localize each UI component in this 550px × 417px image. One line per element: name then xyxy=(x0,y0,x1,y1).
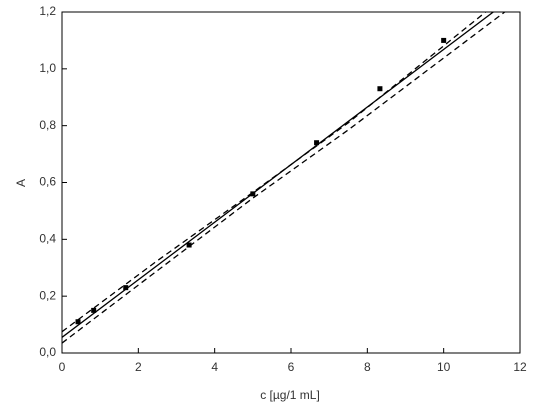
confidence-band xyxy=(62,12,487,333)
x-axis-label: c [µg/1 mL] xyxy=(260,388,320,402)
data-point xyxy=(186,242,192,248)
confidence-band xyxy=(62,12,506,344)
y-tick-label: 0,0 xyxy=(39,345,56,359)
x-tick-label: 0 xyxy=(59,360,66,374)
y-axis-label: A xyxy=(14,179,28,187)
data-point xyxy=(314,140,320,146)
x-tick-label: 4 xyxy=(211,360,218,374)
data-point xyxy=(123,285,129,291)
x-tick-label: 6 xyxy=(288,360,295,374)
data-point xyxy=(377,86,383,92)
x-tick-label: 2 xyxy=(135,360,142,374)
data-point xyxy=(91,307,97,313)
data-point xyxy=(441,37,447,43)
data-point xyxy=(75,319,81,325)
y-tick-label: 1,0 xyxy=(39,61,56,75)
y-tick-label: 0,2 xyxy=(39,288,56,302)
y-tick-label: 0,8 xyxy=(39,118,56,132)
x-tick-label: 12 xyxy=(513,360,527,374)
x-tick-label: 8 xyxy=(364,360,371,374)
y-tick-label: 0,6 xyxy=(39,175,56,189)
regression-line xyxy=(62,12,494,338)
y-tick-label: 0,4 xyxy=(39,232,56,246)
plot-frame xyxy=(61,11,521,354)
y-tick-label: 1,2 xyxy=(39,4,56,18)
x-tick-label: 10 xyxy=(437,360,451,374)
data-point xyxy=(250,191,256,197)
